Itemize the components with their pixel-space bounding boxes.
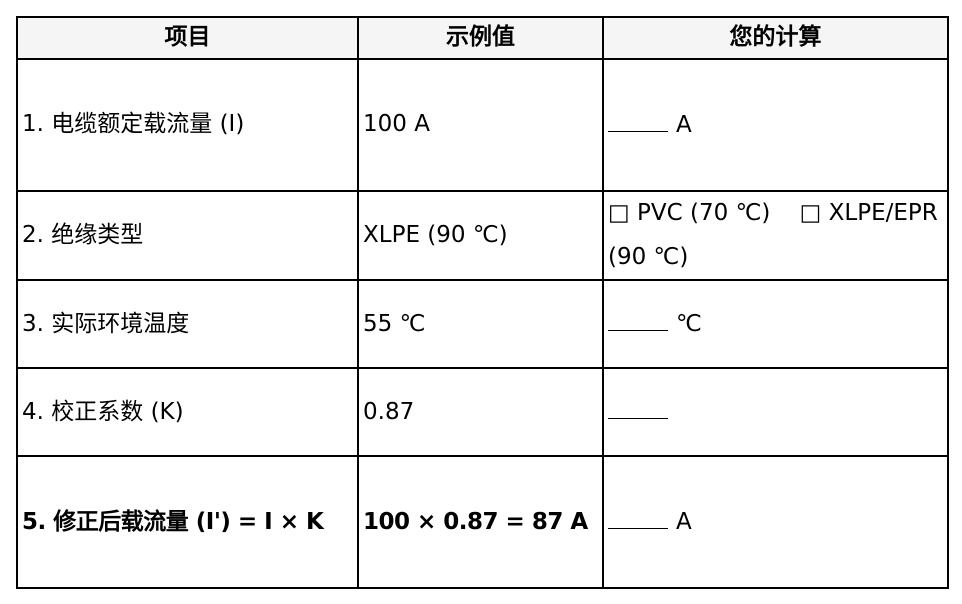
calculation-table: 项目 示例值 您的计算 1. 电缆额定载流量 (I) 100 A A 2. 绝缘…	[16, 16, 949, 590]
table-row: 1. 电缆额定载流量 (I) 100 A A	[16, 58, 949, 192]
example-cell: 55 ℃	[357, 279, 604, 370]
answer-blank[interactable]	[608, 306, 668, 332]
answer-blank[interactable]	[608, 504, 668, 530]
table-row: 5. 修正后载流量 (I') = I × K 100 × 0.87 = 87 A…	[16, 455, 949, 590]
calc-cell	[602, 367, 949, 458]
table-row: 4. 校正系数 (K) 0.87	[16, 367, 949, 458]
example-cell: 100 × 0.87 = 87 A	[357, 455, 604, 590]
header-row: 项目 示例值 您的计算	[16, 16, 949, 60]
calc-cell: A	[602, 455, 949, 590]
example-cell: 100 A	[357, 58, 604, 192]
option-pvc[interactable]: □ PVC (70 ℃)	[608, 200, 771, 226]
header-example: 示例值	[357, 16, 604, 60]
header-calc: 您的计算	[602, 16, 949, 60]
table-row: 2. 绝缘类型 XLPE (90 ℃) □ PVC (70 ℃) □ XLPE/…	[16, 189, 949, 282]
header-item: 项目	[16, 16, 359, 60]
item-cell: 2. 绝缘类型	[16, 189, 359, 282]
calc-cell: A	[602, 58, 949, 192]
item-cell: 1. 电缆额定载流量 (I)	[16, 58, 359, 192]
option-xlpe[interactable]: □ XLPE/EPR (90 ℃)	[608, 200, 938, 270]
calc-cell: □ PVC (70 ℃) □ XLPE/EPR (90 ℃)	[602, 189, 949, 282]
unit: A	[676, 111, 692, 138]
item-cell: 5. 修正后载流量 (I') = I × K	[16, 455, 359, 590]
unit: ℃	[676, 311, 702, 338]
item-cell: 3. 实际环境温度	[16, 279, 359, 370]
example-cell: XLPE (90 ℃)	[357, 189, 604, 282]
answer-blank[interactable]	[608, 394, 668, 420]
unit: A	[676, 509, 692, 536]
item-cell: 4. 校正系数 (K)	[16, 367, 359, 458]
table-row: 3. 实际环境温度 55 ℃ ℃	[16, 279, 949, 370]
calc-cell: ℃	[602, 279, 949, 370]
answer-blank[interactable]	[608, 107, 668, 132]
example-cell: 0.87	[357, 367, 604, 458]
